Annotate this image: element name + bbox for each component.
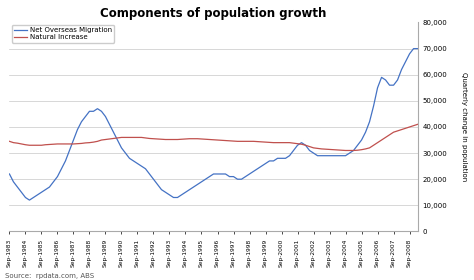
Net Overseas Migration	[7, 172, 12, 176]
Natural Increase	[391, 130, 396, 134]
Net Overseas Migration	[391, 83, 396, 87]
Net Overseas Migration	[415, 47, 420, 50]
Net Overseas Migration	[27, 199, 32, 202]
Net Overseas Migration	[410, 47, 416, 50]
Line: Net Overseas Migration: Net Overseas Migration	[9, 49, 418, 200]
Net Overseas Migration	[123, 151, 128, 155]
Natural Increase	[415, 123, 420, 126]
Natural Increase	[371, 144, 376, 147]
Natural Increase	[343, 149, 348, 152]
Natural Increase	[379, 138, 384, 142]
Line: Natural Increase: Natural Increase	[9, 124, 418, 150]
Natural Increase	[243, 140, 248, 143]
Text: Source:  rpdata.com, ABS: Source: rpdata.com, ABS	[5, 273, 94, 279]
Natural Increase	[383, 136, 388, 139]
Natural Increase	[7, 140, 12, 143]
Net Overseas Migration	[246, 172, 252, 176]
Net Overseas Migration	[379, 76, 384, 79]
Title: Components of population growth: Components of population growth	[100, 7, 327, 20]
Net Overseas Migration	[383, 78, 388, 82]
Net Overseas Migration	[371, 104, 376, 108]
Natural Increase	[118, 136, 124, 139]
Y-axis label: Quarterly change in population: Quarterly change in population	[461, 72, 467, 182]
Legend: Net Overseas Migration, Natural Increase: Net Overseas Migration, Natural Increase	[11, 25, 115, 43]
